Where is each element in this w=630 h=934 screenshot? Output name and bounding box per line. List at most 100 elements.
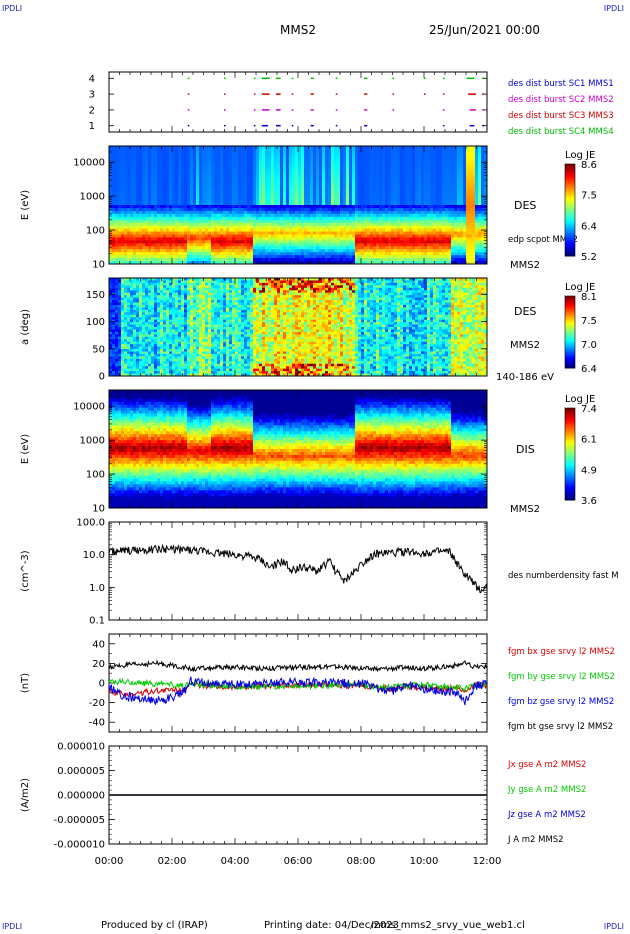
spectrogram-cell	[436, 160, 440, 165]
spectrogram-cell	[244, 225, 248, 229]
spectrogram-cell	[400, 151, 404, 156]
spectrogram-cell	[415, 261, 419, 265]
spectrogram-cell	[307, 222, 311, 227]
spectrogram-cell	[457, 222, 461, 227]
spectrogram-cell	[310, 193, 314, 197]
spectrogram-cell	[448, 154, 452, 159]
spectrogram-cell	[448, 146, 452, 150]
spectrogram-cell	[121, 151, 125, 156]
spectrogram-cell	[400, 199, 404, 203]
spectrogram-cell	[178, 154, 182, 159]
spectrogram-cell	[379, 187, 383, 191]
spectrogram-cell	[391, 166, 395, 170]
spectrogram-cell	[208, 237, 212, 241]
spectrogram-cell	[142, 237, 146, 241]
spectrogram-cell	[325, 163, 329, 168]
spectrogram-cell	[271, 175, 275, 179]
spectrogram-cell	[442, 151, 446, 156]
spectrogram-cell	[280, 234, 284, 238]
spectrogram-cell	[220, 237, 224, 241]
spectrogram-cell	[193, 216, 197, 221]
spectrogram-cell	[424, 175, 428, 179]
spectrogram-cell	[367, 222, 371, 227]
spectrogram-cell	[415, 210, 419, 215]
spectrogram-cell	[448, 246, 452, 250]
spectrogram-cell	[121, 219, 125, 224]
spectrogram-cell	[127, 190, 131, 194]
spectrogram-cell	[331, 169, 335, 173]
spectrogram-cell	[469, 258, 473, 262]
spectrogram-cell	[295, 163, 299, 168]
spectrogram-cell	[373, 237, 377, 241]
spectrogram-cell	[217, 187, 221, 191]
spectrogram-cell	[397, 166, 401, 170]
spectrogram-cell	[139, 222, 143, 227]
spectrogram-cell	[406, 196, 410, 200]
spectrogram-cell	[424, 219, 428, 224]
spectrogram-cell	[169, 237, 173, 241]
spectrogram-cell	[220, 175, 224, 179]
spectrogram-cell	[379, 219, 383, 224]
spectrogram-cell	[169, 228, 173, 232]
spectrogram-cell	[448, 255, 452, 259]
spectrogram-cell	[346, 210, 350, 215]
spectrogram-cell	[220, 252, 224, 256]
spectrogram-cell	[346, 207, 350, 212]
spectrogram-cell	[184, 148, 188, 153]
spectrogram-cell	[328, 207, 332, 212]
spectrogram-cell	[430, 249, 434, 253]
spectrogram-cell	[328, 163, 332, 168]
spectrogram-cell	[154, 163, 158, 168]
spectrogram-cell	[289, 199, 293, 203]
spectrogram-cell	[319, 246, 323, 250]
spectrogram-cell	[292, 187, 296, 191]
spectrogram-cell	[364, 216, 368, 221]
spectrogram-cell	[382, 154, 386, 159]
spectrogram-cell	[139, 234, 143, 238]
spectrogram-cell	[409, 169, 413, 173]
spectrogram-cell	[199, 205, 203, 209]
spectrogram-cell	[448, 190, 452, 194]
spectrogram-cell	[310, 213, 314, 218]
spectrogram-cell	[256, 196, 260, 200]
spectrogram-cell	[247, 184, 251, 188]
spectrogram-cell	[406, 207, 410, 212]
spectrogram-cell	[466, 199, 470, 203]
spectrogram-cell	[367, 202, 371, 206]
spectrogram-cell	[115, 199, 119, 203]
spectrogram-cell	[199, 225, 203, 229]
spectrogram-cell	[295, 255, 299, 259]
spectrogram-cell	[349, 231, 353, 235]
spectrogram-cell	[352, 207, 356, 212]
spectrogram-cell	[364, 205, 368, 209]
spectrogram-cell	[409, 219, 413, 224]
spectrogram-cell	[313, 163, 317, 168]
spectrogram-cell	[157, 234, 161, 238]
spectrogram-cell	[205, 202, 209, 206]
spectrogram-cell	[175, 196, 179, 200]
spectrogram-cell	[373, 184, 377, 188]
spectrogram-cell	[271, 231, 275, 235]
spectrogram-cell	[268, 207, 272, 212]
spectrogram-cell	[349, 237, 353, 241]
spectrogram-cell	[418, 151, 422, 156]
spectrogram-cell	[226, 210, 230, 215]
spectrogram-cell	[334, 175, 338, 179]
spectrogram-cell	[277, 207, 281, 212]
spectrogram-cell	[166, 213, 170, 218]
spectrogram-cell	[376, 199, 380, 203]
spectrogram-cell	[379, 178, 383, 182]
spectrogram-cell	[265, 234, 269, 238]
spectrogram-cell	[244, 172, 248, 176]
spectrogram-cell	[448, 207, 452, 212]
spectrogram-cell	[334, 207, 338, 212]
spectrogram-cell	[424, 258, 428, 262]
spectrogram-cell	[439, 157, 443, 162]
spectrogram-cell	[229, 216, 233, 221]
spectrogram-cell	[232, 205, 236, 209]
spectrogram-cell	[139, 243, 143, 247]
spectrogram-cell	[349, 234, 353, 238]
spectrogram-cell	[409, 216, 413, 221]
spectrogram-cell	[448, 210, 452, 215]
spectrogram-cell	[409, 243, 413, 247]
